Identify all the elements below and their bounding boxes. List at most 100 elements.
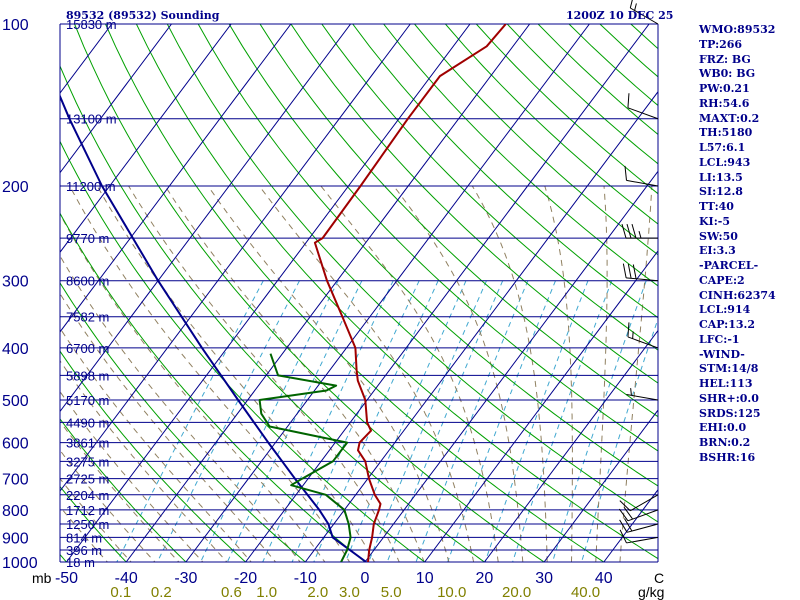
mixing-ratio-label: 3.0 [339, 584, 360, 600]
pressure-tick-label: 700 [2, 472, 29, 489]
height-label: 5898 m [66, 368, 109, 383]
height-label: 1712 m [66, 503, 109, 518]
index-item: TH:5180 [699, 126, 753, 140]
wind-barb-feather [629, 0, 633, 9]
wind-barb-staff [626, 393, 659, 401]
isobars [59, 23, 659, 563]
height-label: 8600 m [66, 274, 109, 289]
wind-barb-half-feather [638, 230, 642, 239]
moist-adiabat-line [96, 185, 375, 562]
wind-barb [618, 507, 659, 522]
isotherm-line [483, 329, 658, 562]
y-axis-unit-label: mb [32, 570, 52, 586]
index-item: EI:3.3 [699, 244, 736, 258]
moist-adiabat-line [60, 359, 228, 562]
sounding-time: 1200Z 10 DEC 25 [566, 9, 674, 22]
moist-adiabat-line [258, 185, 475, 562]
index-item: SI:12.8 [699, 185, 743, 199]
temperature-tick-label: 20 [476, 570, 494, 587]
pressure-tick-label: 600 [2, 436, 29, 453]
pressure-tick-label: 900 [2, 530, 29, 547]
dewpoint-line [258, 353, 352, 562]
mixing-ratio-line [447, 280, 556, 562]
moist-adiabat-line [60, 254, 301, 562]
index-item: -WIND- [699, 347, 745, 361]
moist-adiabat-line [207, 185, 450, 562]
wind-barb-half-feather [632, 331, 634, 339]
wind-barb-feather [626, 223, 632, 239]
wind-barb-staff [626, 523, 659, 533]
dry-adiabat-line [74, 24, 545, 562]
isotherm-line [60, 24, 411, 492]
index-item: SHR+:0.0 [699, 391, 759, 405]
moist-adiabat-line [60, 390, 204, 562]
wind-barb-feather [619, 500, 631, 512]
index-item: LCL:943 [699, 155, 751, 169]
dry-adiabat-line [60, 485, 127, 562]
moist-adiabat-line [60, 449, 156, 562]
x-axis-unit-label: C [654, 570, 664, 586]
dry-adiabat-line [228, 24, 658, 452]
station-title: 89532 (89532) Sounding [66, 9, 220, 22]
index-item: CAPE:2 [699, 273, 745, 287]
temperature-trace [313, 24, 507, 562]
index-item: TT:40 [699, 200, 734, 213]
isotherm-line [543, 409, 658, 562]
wind-barb-feather [632, 264, 637, 279]
dry-adiabat-line [60, 282, 307, 562]
moist-adiabat-line [60, 477, 132, 562]
wind-barb [619, 494, 659, 512]
temperature-tick-label: -10 [294, 570, 317, 587]
moist-adiabat-line [60, 420, 180, 562]
wind-barb-feather [618, 508, 629, 522]
wind-barb-staff [627, 509, 659, 522]
mixing-ratio-line [200, 280, 339, 562]
dry-adiabat-line [321, 24, 658, 351]
height-label: 6700 m [66, 341, 109, 356]
mixing-ratio-label: 2.0 [307, 584, 328, 600]
wind-barb-feather [621, 223, 627, 239]
wind-barb-staff [630, 7, 659, 25]
moist-adiabat-line [60, 505, 109, 562]
mixing-ratio-line [262, 280, 394, 562]
isotherm-line [424, 250, 658, 562]
wind-barb [624, 165, 659, 187]
wind-barb-staff [627, 107, 659, 120]
height-label: 11200 m [66, 179, 116, 194]
wind-barb-feather [627, 263, 632, 279]
dry-adiabat-line [135, 24, 658, 560]
wind-barb-feather [619, 529, 627, 544]
wind-barb-staff [626, 179, 659, 187]
wind-barb [619, 529, 659, 544]
mixing-ratio-line [116, 280, 264, 562]
wind-barb-feather [631, 223, 637, 239]
mixing-ratio-label: 0.2 [151, 584, 172, 600]
temperature-line [313, 24, 507, 562]
wind-barb [619, 518, 659, 533]
index-item: SW:50 [699, 229, 738, 243]
wind-barb-feather [624, 165, 627, 181]
mixing-ratio-unit-label: g/kg [638, 584, 664, 600]
moist-adiabat-line [128, 185, 400, 562]
index-item: CINH:62374 [699, 288, 776, 302]
wind-barb [629, 0, 659, 25]
height-label: 2204 m [66, 488, 109, 503]
height-label: 3275 m [66, 454, 109, 469]
height-label: 7582 m [66, 310, 109, 325]
mixing-ratio-label: 10.0 [437, 584, 466, 600]
wind-barbs [618, 0, 659, 544]
mixing-ratio-label: 0.1 [110, 584, 131, 600]
index-item: LI:13.5 [699, 170, 743, 184]
height-label: 9770 m [66, 231, 109, 246]
wind-barb [627, 93, 659, 120]
wind-barb-feather [622, 263, 627, 278]
isotherm-line [60, 24, 352, 413]
pressure-tick-label: 400 [2, 341, 29, 358]
dry-adiabat-line [60, 350, 247, 562]
mixing-ratio-label: 1.0 [256, 584, 277, 600]
isotherm-line [66, 24, 471, 562]
dry-adiabat-line [60, 64, 486, 562]
mixing-ratio-label: 5.0 [381, 584, 402, 600]
moist-adiabat-line [164, 185, 425, 562]
